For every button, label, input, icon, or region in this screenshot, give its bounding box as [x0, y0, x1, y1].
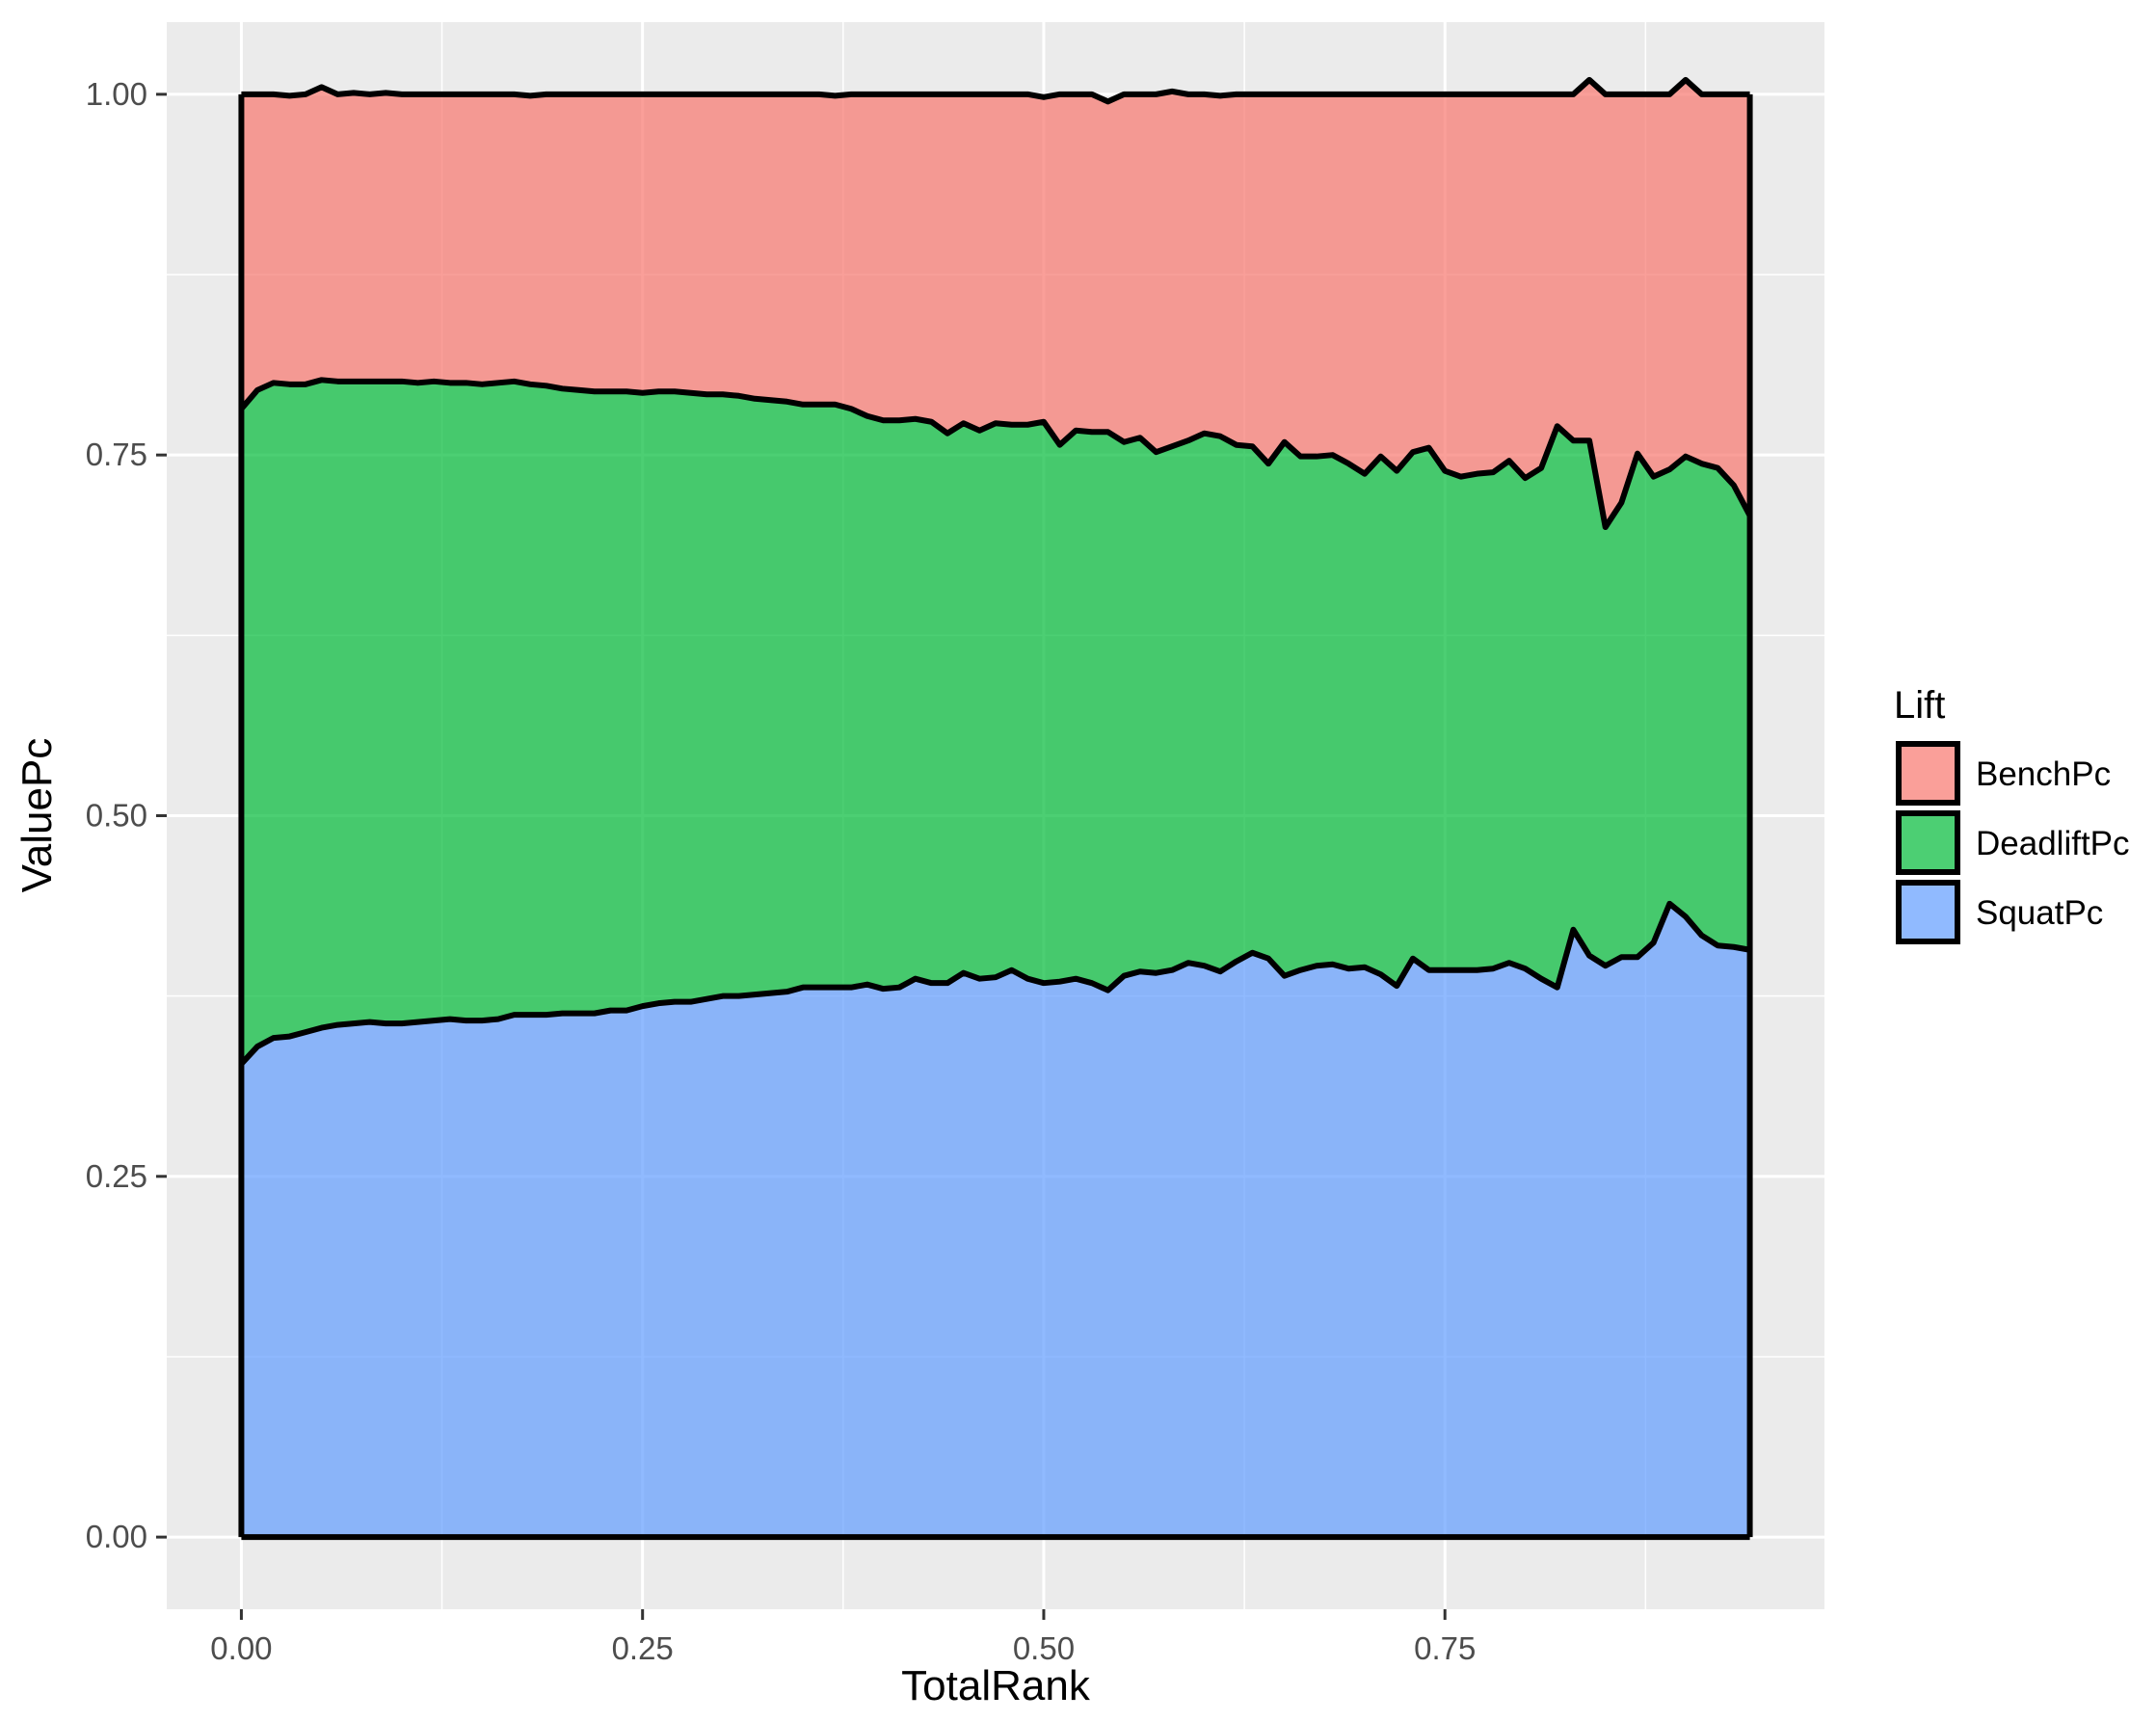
area-deadliftpc [241, 380, 1750, 1065]
y-tick-label: 0.25 [86, 1158, 147, 1194]
x-axis-title: TotalRank [901, 1662, 1091, 1709]
deadliftpc-boundary-line [239, 377, 1753, 531]
y-tick-label: 0.50 [86, 798, 147, 834]
area-squatpc [241, 903, 1750, 1538]
legend-label-deadliftpc: DeadliftPc [1976, 825, 2130, 862]
x-tick-label: 0.75 [1414, 1630, 1476, 1666]
y-tick-label: 0.75 [86, 437, 147, 472]
y-axis-title: ValuePc [13, 738, 61, 893]
legend-items: BenchPc DeadliftPc SquatPc [1896, 741, 2130, 944]
area-series-group [241, 79, 1750, 1538]
squatpc-boundary-line [239, 900, 1751, 1067]
x-tick-label: 0.25 [612, 1630, 674, 1666]
y-tick-label: 0.00 [86, 1519, 147, 1554]
x-tick-label: 0.50 [1013, 1630, 1075, 1666]
x-tick-label: 0.00 [210, 1630, 272, 1666]
y-tick-label: 1.00 [86, 76, 147, 112]
legend-title: Lift [1894, 684, 1945, 727]
area-benchpc [241, 79, 1750, 528]
series-outlines [238, 76, 1753, 1541]
x-axis: 0.00 0.25 0.50 0.75 [210, 1609, 1476, 1666]
legend-key-squatpc [1896, 880, 1960, 944]
legend-key-benchpc [1896, 741, 1960, 806]
benchpc-top-line [241, 76, 1750, 105]
legend-key-deadliftpc [1896, 810, 1960, 875]
legend-label-squatpc: SquatPc [1976, 894, 2103, 932]
legend-label-benchpc: BenchPc [1976, 755, 2111, 793]
legend: Lift BenchPc DeadliftPc SquatPc [1894, 684, 2130, 944]
y-axis: 0.00 0.25 0.50 0.75 1.00 [86, 76, 167, 1554]
